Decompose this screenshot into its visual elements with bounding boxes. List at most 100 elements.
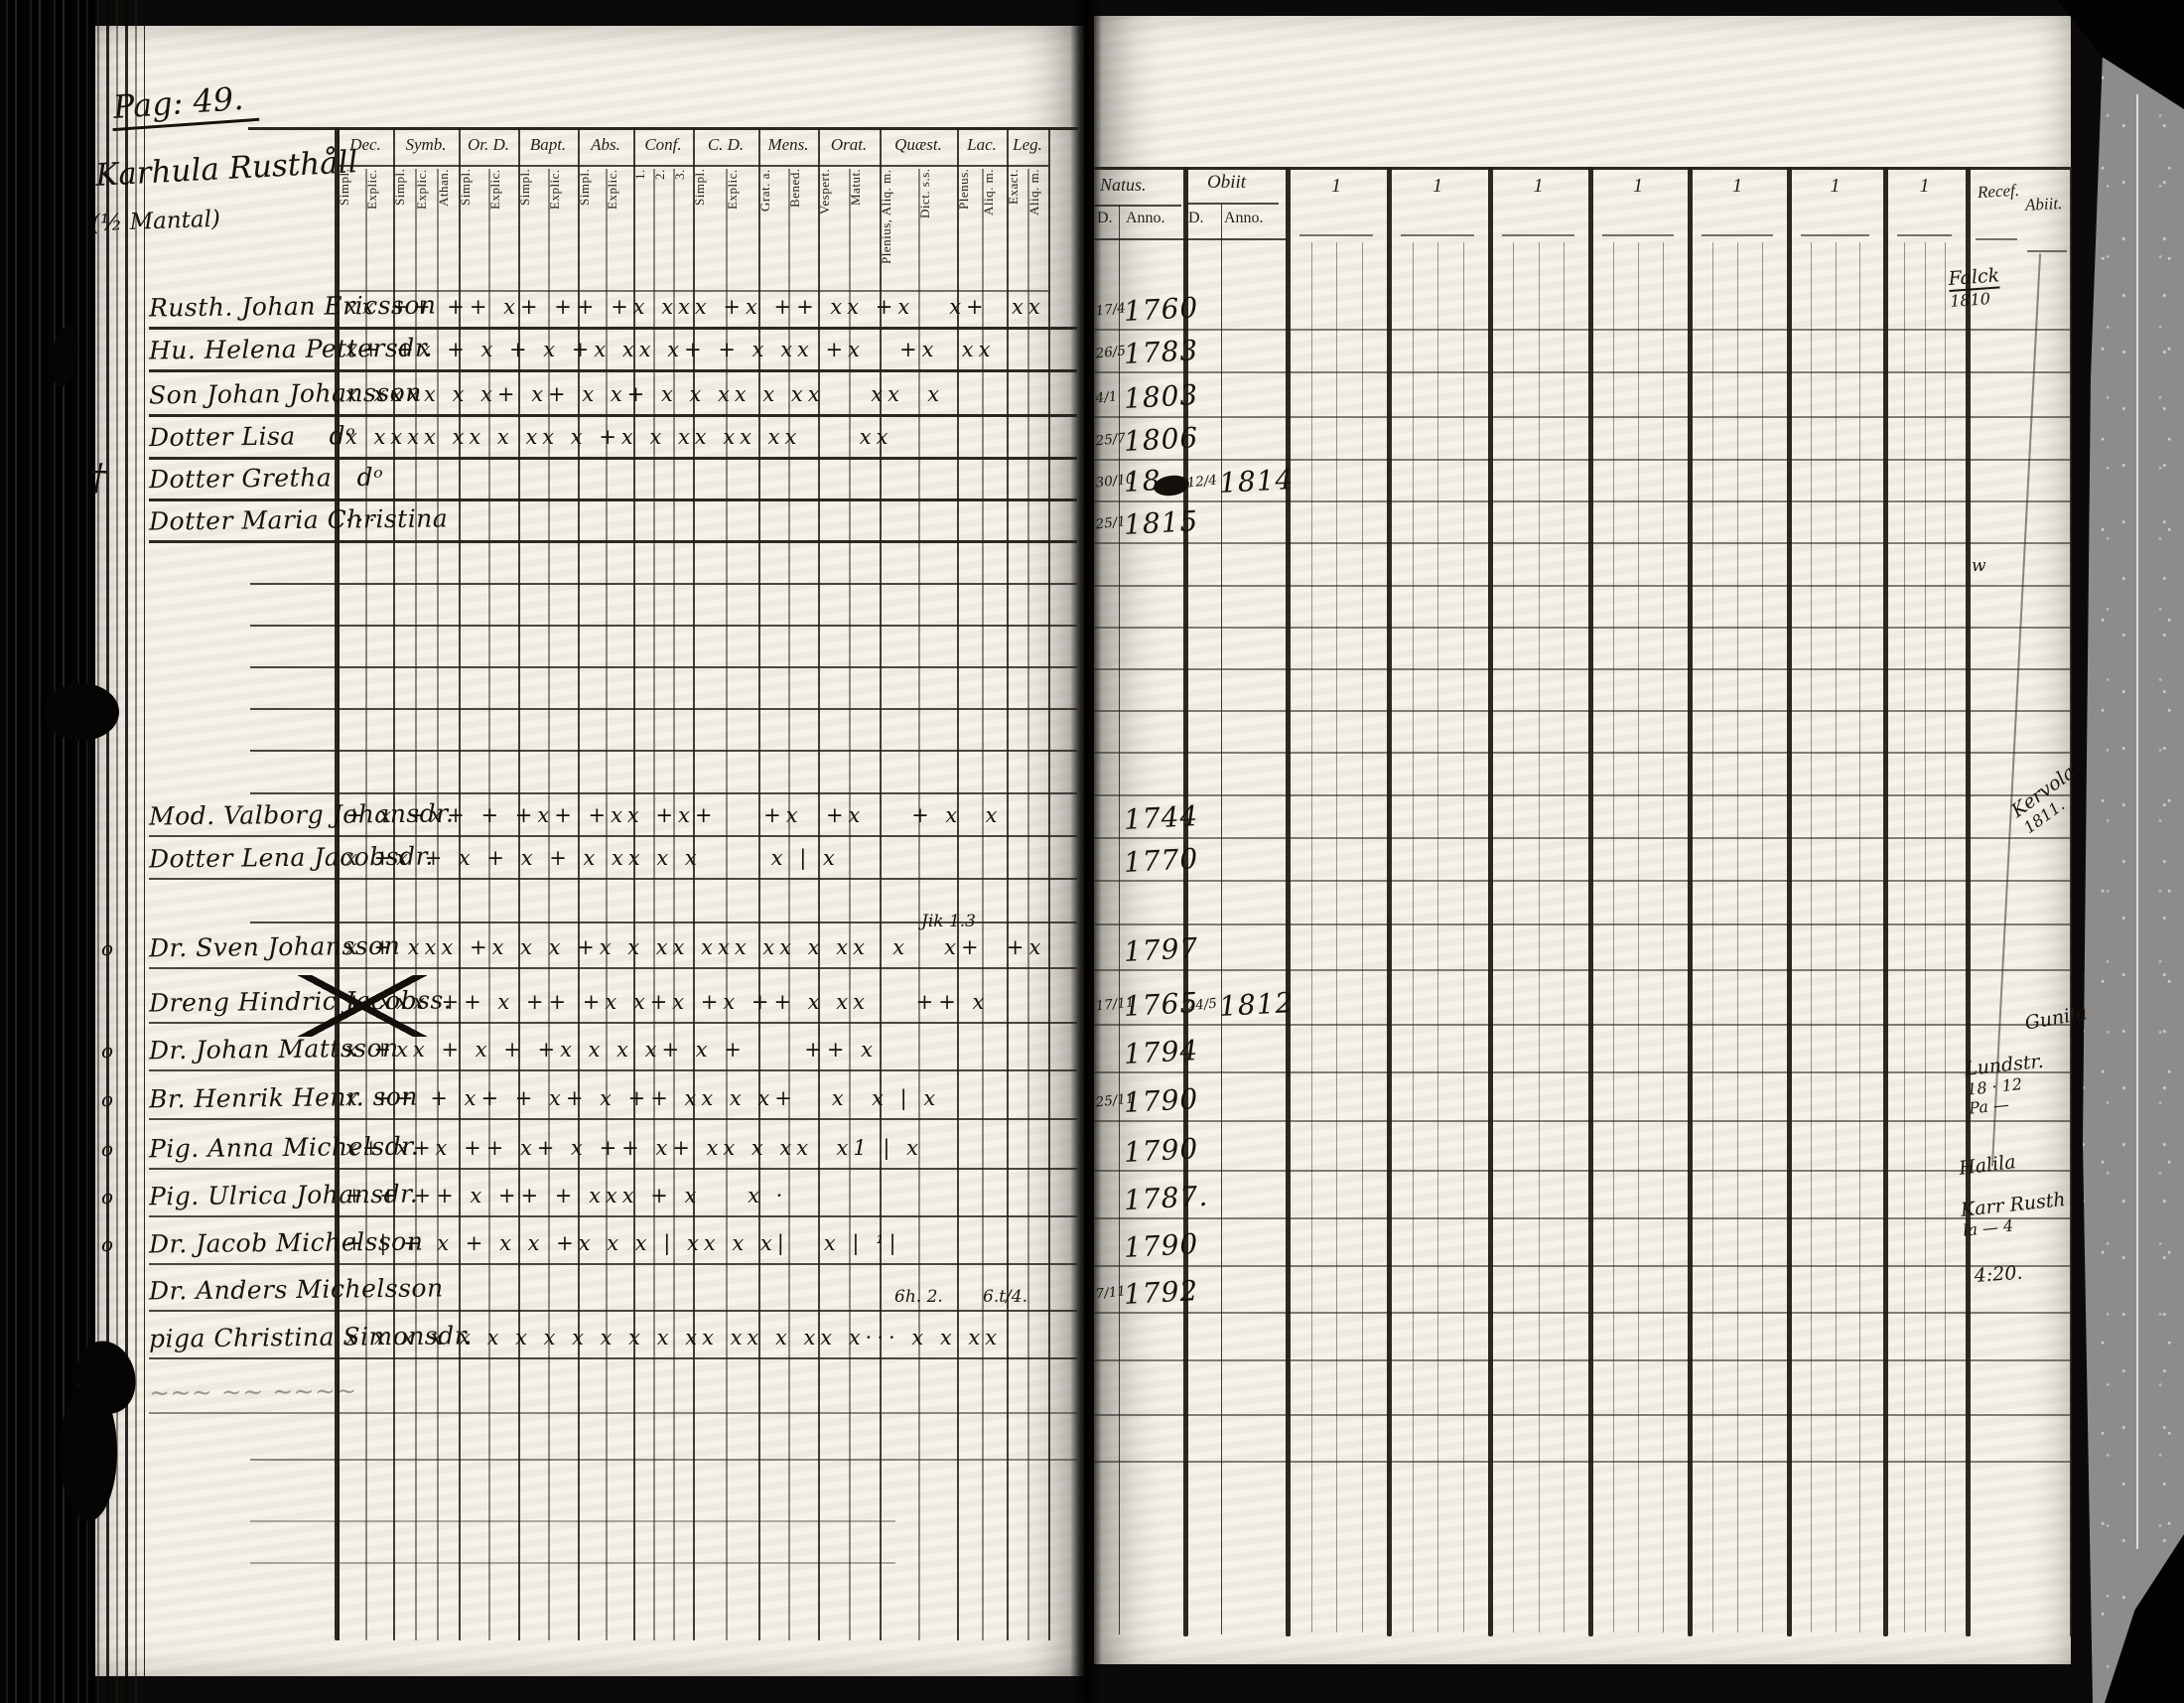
margin-note: Lundstr. 18 · 12 Pa — (1964, 1051, 2049, 1118)
right-group-rule (1588, 167, 1593, 1636)
row-rule-left (149, 1215, 1077, 1217)
row-rule-left (149, 369, 1077, 372)
margin-note: 4:20. (1974, 1262, 2023, 1287)
left-page (87, 26, 1084, 1676)
numbered-column-sub-rule (1663, 242, 1665, 1632)
column-sub-label: Bened. (788, 169, 802, 209)
natus-year: 1797 (1123, 931, 1200, 968)
handwritten-annotation: 6.t/4. (983, 1287, 1027, 1307)
row-rule-right (1094, 837, 2070, 839)
handwritten-annotation: Jik 1.3 (921, 912, 976, 931)
column-sub-rule (606, 169, 608, 1640)
column-sub-label: Grat. a. (758, 169, 772, 212)
row-rule-left (149, 967, 1077, 969)
row-rule-right (1094, 1312, 2070, 1314)
numbered-column-sub-rule (1945, 242, 1947, 1632)
natus-year: 1794 (1123, 1034, 1200, 1070)
abiit-underline (2027, 250, 2067, 252)
clamp-shadow (44, 683, 119, 741)
row-rule-right (1094, 542, 2070, 544)
right-group-rule (1387, 167, 1392, 1636)
row-rule-right (1094, 710, 2070, 712)
book-fold-shadow (1070, 0, 1102, 1703)
row-rule-left (250, 625, 1077, 627)
numbered-column-sub-rule (1924, 242, 1926, 1632)
numbered-column-label: 1 (1533, 175, 1544, 197)
numbered-column-underline (1299, 234, 1373, 236)
column-sub-label: Plenius, Aliq. m. (880, 169, 893, 264)
page-edge-highlight (2136, 94, 2138, 1549)
column-group-rule (578, 127, 581, 1640)
column-sub-rule (673, 169, 675, 1640)
right-group-rule (1183, 167, 1188, 1636)
natus-anno-subheader: Anno. (1126, 210, 1165, 226)
column-sub-label: Explic. (548, 169, 562, 210)
row-marks: x + xxx +x x x +x x xx xxx xx x xx x x+ … (345, 935, 1046, 959)
row-rule-right (1094, 459, 2070, 461)
right-group-rule (1883, 167, 1888, 1636)
column-sub-label: Vespert. (818, 169, 832, 215)
numbered-column-sub-rule (1513, 242, 1515, 1632)
row-prefix-mark: o (101, 1232, 114, 1256)
right-page (1094, 16, 2071, 1664)
natus-day: 25/1 (1094, 513, 1127, 533)
column-sub-label: Explic. (726, 169, 740, 210)
numbered-column-underline (1801, 234, 1869, 236)
row-rule-right (1094, 1170, 2070, 1172)
row-rule-left (149, 1022, 1077, 1024)
row-marks: x +x + x + x + x xx x x x | x (345, 846, 840, 870)
obiit-year: 1812 (1218, 986, 1296, 1023)
row-rule-left (149, 457, 1077, 460)
column-sub-label: Athan. (437, 169, 451, 208)
column-group-rule (880, 127, 883, 1640)
table-top-rule (248, 127, 1078, 130)
right-group-rule (1787, 167, 1792, 1636)
numbered-column-underline (1401, 234, 1474, 236)
natus-day: 30/10 (1094, 471, 1136, 492)
row-prefix-mark: o (101, 1039, 114, 1063)
column-sub-rule (488, 169, 490, 1640)
row-rule-right (1094, 1359, 2070, 1361)
natus-year: 1815 (1123, 504, 1200, 541)
natus-day: 25/7 (1094, 430, 1127, 450)
row-rule-left (149, 540, 1077, 543)
numbered-column-sub-rule (1903, 242, 1905, 1632)
column-sub-rule (982, 169, 984, 1640)
row-rule-right (1094, 500, 2070, 502)
column-sub-rule (365, 169, 367, 1640)
natus-year: 1803 (1123, 378, 1200, 415)
row-rule-left (149, 1168, 1077, 1170)
column-sub-rule (788, 169, 790, 1640)
row-prefix-mark: o (101, 1137, 114, 1161)
column-sub-rule (849, 169, 851, 1640)
right-page-edge-rule (2070, 167, 2072, 1636)
natus-column-header: Natus. (1100, 175, 1147, 195)
row-rule-right (1094, 627, 2070, 629)
numbered-column-underline (1702, 234, 1773, 236)
column-sub-rule (1027, 169, 1029, 1640)
row-marks: + + ++ x ++ + xxx + x x · (345, 1184, 788, 1207)
natus-day: 17/11 (1094, 994, 1136, 1015)
numbered-column-underline (1897, 234, 1952, 236)
column-group-label: Conf. (644, 135, 682, 154)
strike-cross (298, 975, 427, 1037)
row-rule-left (149, 414, 1077, 417)
numbered-column-label: 1 (1433, 175, 1442, 197)
numbered-column-label: 1 (1919, 175, 1930, 197)
numbered-column-sub-rule (1310, 242, 1312, 1632)
ink-blob (60, 1382, 117, 1521)
column-group-rule (1007, 127, 1010, 1640)
column-sub-label: 1. (633, 169, 647, 180)
column-sub-label: Simpl. (459, 169, 473, 207)
margin-note-line: 1810 (1949, 289, 1991, 311)
row-rule-right (1094, 1024, 2070, 1026)
row-rule-left (149, 835, 1077, 837)
natus-day: 17/4 (1094, 300, 1127, 320)
row-marks: ··· (345, 508, 381, 532)
row-marks: x x x x x x x x x x x x xx xx x xx x··· … (345, 1326, 1003, 1349)
row-rule-right (1094, 1461, 2070, 1463)
numbered-column-sub-rule (1412, 242, 1414, 1632)
row-prefix-mark: † (89, 458, 107, 498)
column-sub-label: Aliq. m. (982, 169, 996, 215)
